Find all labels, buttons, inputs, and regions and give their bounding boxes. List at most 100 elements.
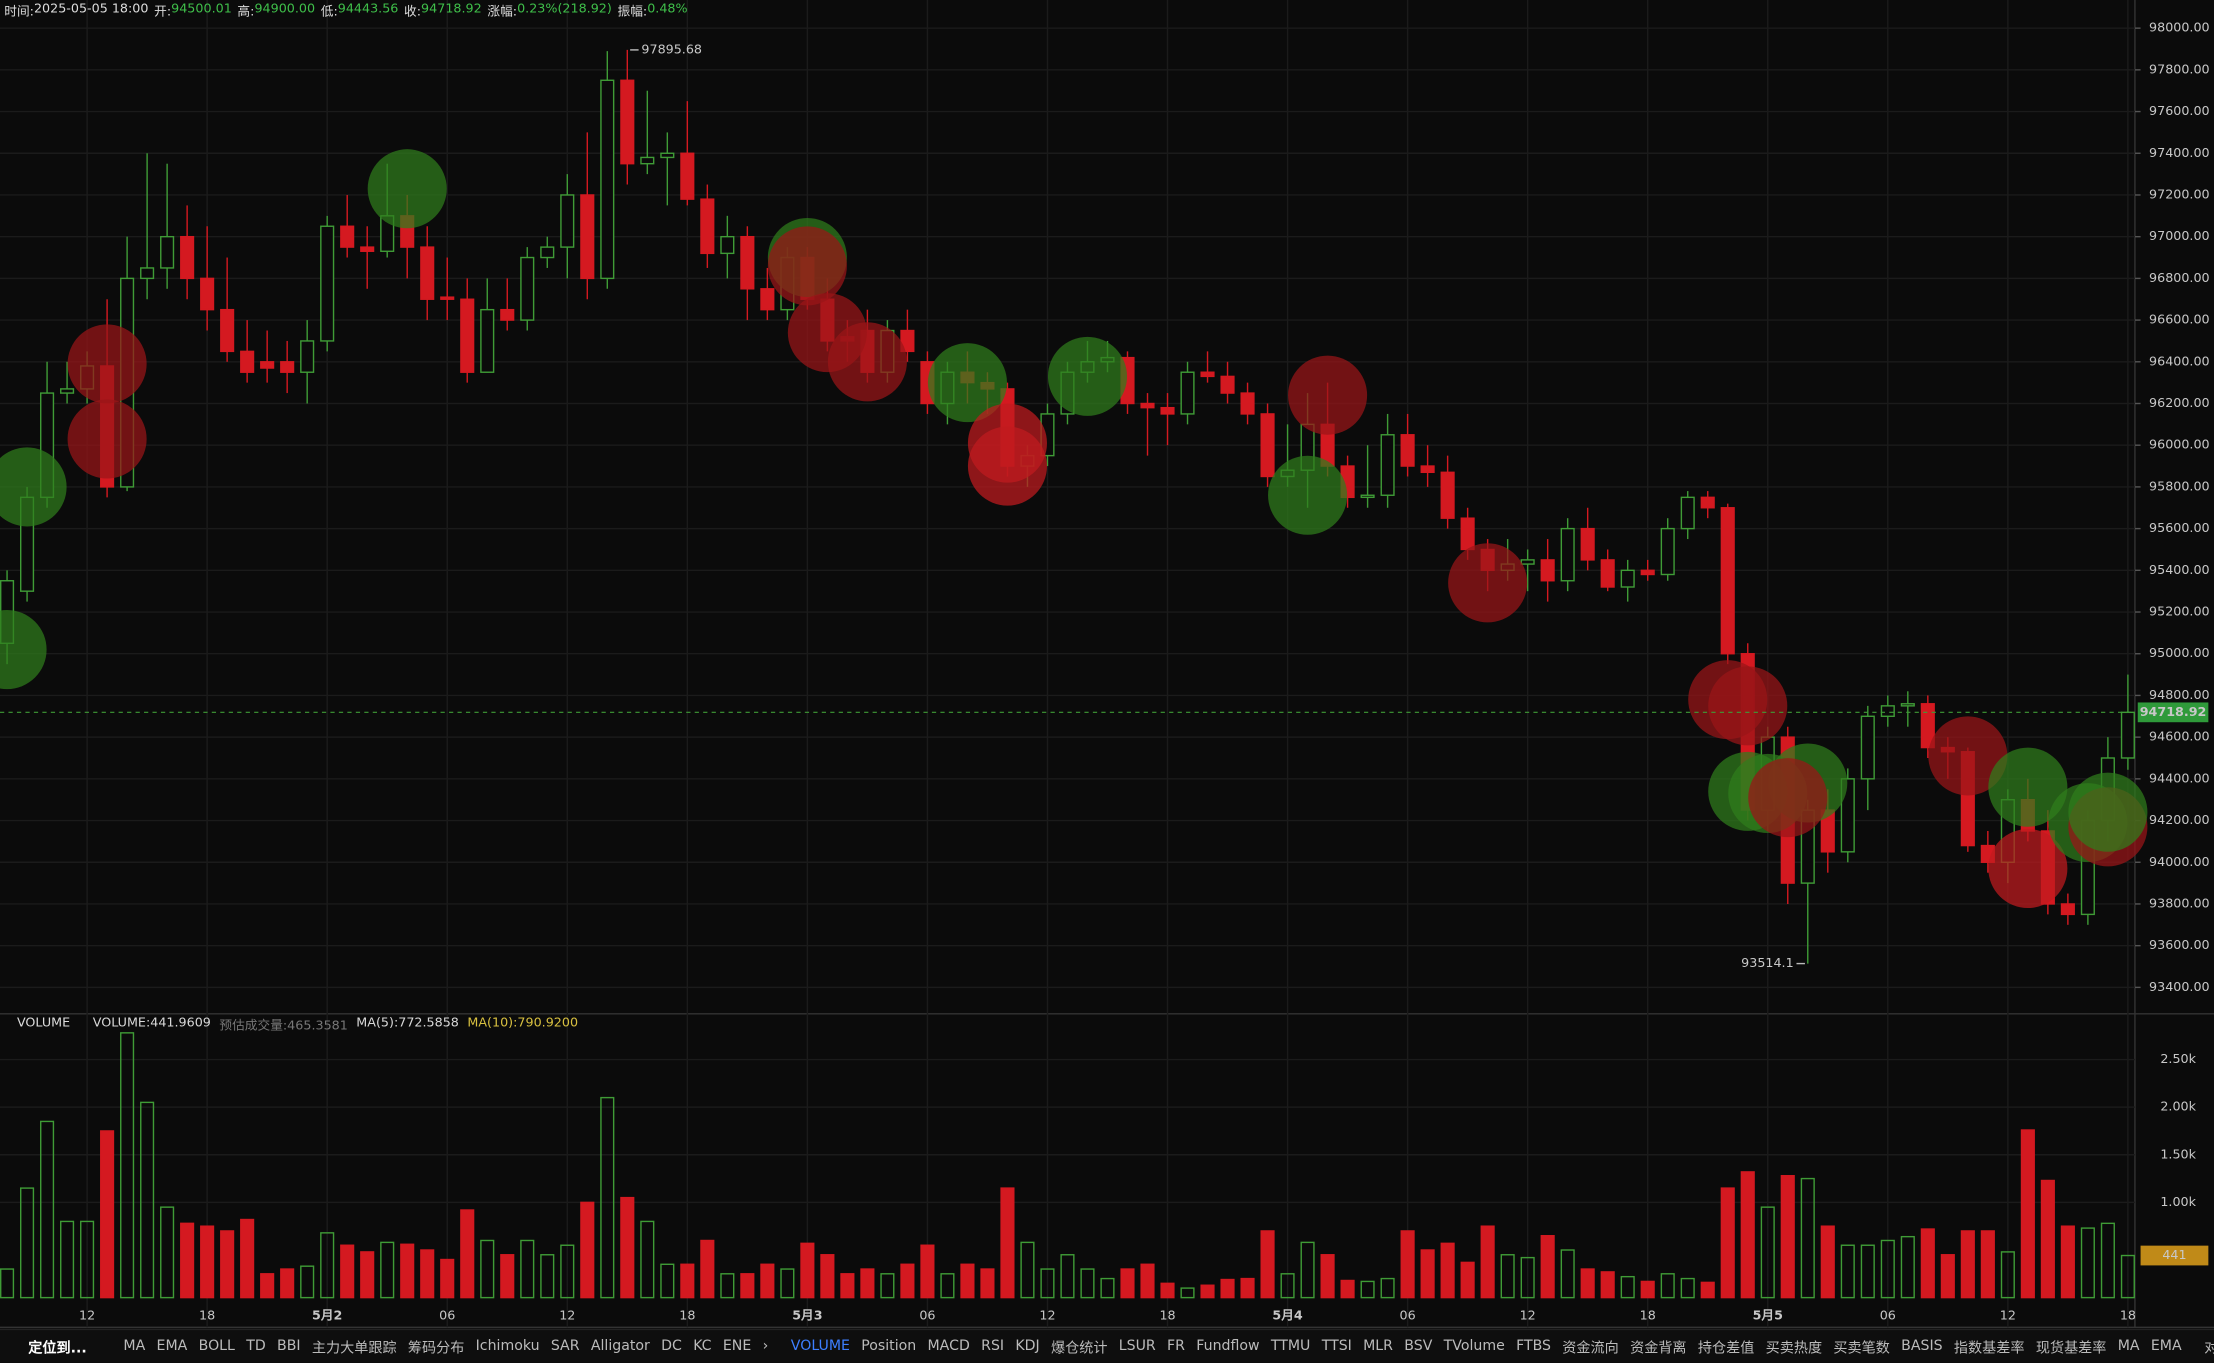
volume-bar [2000, 1251, 2015, 1299]
indicator-tab[interactable]: KDJ [1015, 1338, 1040, 1355]
locate-button[interactable]: 定位到... [28, 1341, 87, 1357]
indicator-tab[interactable]: 买卖热度 [1765, 1341, 1823, 1357]
indicator-tab[interactable]: EMA [2150, 1338, 2182, 1355]
candle-body [1580, 527, 1595, 561]
indicator-tab[interactable]: TD [246, 1338, 266, 1355]
indicator-tab[interactable]: DC [661, 1338, 682, 1355]
trade-bubble [67, 399, 147, 479]
volume-bar [1980, 1230, 1995, 1299]
indicator-tab[interactable]: BBI [277, 1338, 301, 1355]
indicator-tab[interactable]: FTBS [1516, 1338, 1552, 1355]
volume-bar [1560, 1249, 1575, 1299]
indicator-tab[interactable]: ENE [722, 1338, 752, 1355]
indicator-tab[interactable]: TTMU [1270, 1338, 1311, 1355]
volume-bar [1880, 1239, 1895, 1299]
volume-bar [2080, 1227, 2095, 1299]
indicator-tab[interactable]: LSUR [1118, 1338, 1156, 1355]
y-tick-label: 94800.00 [2149, 687, 2210, 702]
volume-bar [1140, 1263, 1155, 1299]
candle-body [500, 308, 515, 321]
indicator-tab[interactable]: KC [693, 1338, 712, 1355]
volume-selector[interactable]: VOLUME [16, 1016, 71, 1031]
volume-tick-label: 1.00k [2160, 1194, 2196, 1209]
indicator-tab[interactable]: MACD [927, 1338, 970, 1355]
x-tick-label: 12 [559, 1307, 575, 1322]
scale-option[interactable]: 对数 [2199, 1336, 2214, 1357]
volume-stat: MA(10):790.9200 [467, 1016, 579, 1031]
indicator-tab[interactable]: SAR [550, 1338, 580, 1355]
header-value: 0.23%(218.92) [517, 2, 612, 17]
y-tick-label: 96200.00 [2149, 395, 2210, 410]
volume-bar [0, 1268, 15, 1299]
indicator-tab[interactable]: RSI [981, 1338, 1005, 1355]
candle-body [1680, 496, 1695, 530]
indicator-tab[interactable]: EMA [156, 1338, 188, 1355]
candle-body [1660, 527, 1675, 576]
header-label: 开: [154, 4, 172, 20]
indicator-tab[interactable]: MA [2117, 1338, 2140, 1355]
indicator-tab[interactable]: TTSI [1321, 1338, 1352, 1355]
last-price-tag [2137, 702, 2209, 723]
indicator-tab[interactable]: 主力大单跟踪 [311, 1341, 397, 1357]
indicator-tab[interactable]: 筹码分布 [407, 1341, 465, 1357]
indicator-tab[interactable]: BASIS [1901, 1338, 1943, 1355]
volume-bar [1740, 1171, 1755, 1299]
header-label: 时间: [4, 4, 34, 20]
volume-bar [880, 1273, 895, 1299]
y-tick-label: 93800.00 [2149, 895, 2210, 910]
indicator-tab[interactable]: MA [123, 1338, 146, 1355]
y-tick-label: 93600.00 [2149, 937, 2210, 952]
indicator-tab[interactable]: Position [861, 1338, 917, 1355]
indicator-tab[interactable]: BSV [1404, 1338, 1433, 1355]
indicator-tab[interactable]: Ichimoku [475, 1338, 540, 1355]
candle-body [1260, 413, 1275, 478]
indicator-tab[interactable]: Alligator [590, 1338, 650, 1355]
volume-bar [1520, 1256, 1535, 1299]
indicator-tab[interactable]: 爆仓统计 [1050, 1341, 1108, 1357]
indicator-tab[interactable]: 持仓差值 [1697, 1341, 1755, 1357]
candle-body [680, 152, 695, 200]
volume-tick-label: 2.50k [2160, 1051, 2196, 1066]
volume-bar [240, 1218, 255, 1299]
candle-body [1460, 517, 1475, 551]
indicator-tab[interactable]: TVolume [1443, 1338, 1505, 1355]
volume-bar [200, 1225, 215, 1299]
indicator-tab[interactable]: BOLL [198, 1338, 235, 1355]
volume-bar [1380, 1277, 1395, 1299]
indicator-tab[interactable]: 资金背离 [1630, 1341, 1687, 1357]
volume-bar [500, 1254, 515, 1299]
x-tick-label: 18 [199, 1307, 215, 1322]
volume-bar [480, 1239, 495, 1299]
indicator-tab[interactable]: 现货基差率 [2035, 1341, 2107, 1357]
more-button[interactable]: › [762, 1338, 769, 1355]
volume-bar [520, 1239, 535, 1299]
volume-bar [1640, 1280, 1655, 1299]
low-label: 93514.1 [1741, 955, 1793, 970]
indicator-tab[interactable]: MLR [1363, 1338, 1393, 1355]
y-tick-label: 94400.00 [2149, 770, 2210, 785]
candle-body [480, 308, 495, 373]
volume-bar [280, 1268, 295, 1299]
candle-body [220, 308, 235, 353]
indicator-tab[interactable]: 买卖笔数 [1833, 1341, 1890, 1357]
indicator-tab[interactable]: 指数基差率 [1953, 1341, 2025, 1357]
trade-bubble [67, 324, 147, 404]
trade-bubble [1708, 666, 1788, 746]
y-tick-label: 96600.00 [2149, 312, 2210, 327]
trade-bubble [1988, 828, 2068, 909]
candle-body [1240, 392, 1255, 415]
candle-body [600, 79, 615, 280]
volume-bar [1160, 1282, 1175, 1299]
volume-bar [760, 1263, 775, 1299]
indicator-tab[interactable]: Fundflow [1196, 1338, 1260, 1355]
indicator-tab[interactable]: VOLUME [790, 1338, 850, 1355]
volume-bar [1120, 1268, 1135, 1299]
trade-bubble [1988, 747, 2068, 827]
indicator-tab[interactable]: 资金流向 [1562, 1341, 1619, 1357]
candle-body [720, 235, 735, 255]
candle-body [760, 288, 775, 311]
indicator-tab[interactable]: FR [1167, 1338, 1185, 1355]
y-tick-label: 94200.00 [2149, 812, 2210, 827]
header-value: 94900.00 [254, 2, 316, 17]
x-tick-label: 06 [919, 1307, 935, 1322]
